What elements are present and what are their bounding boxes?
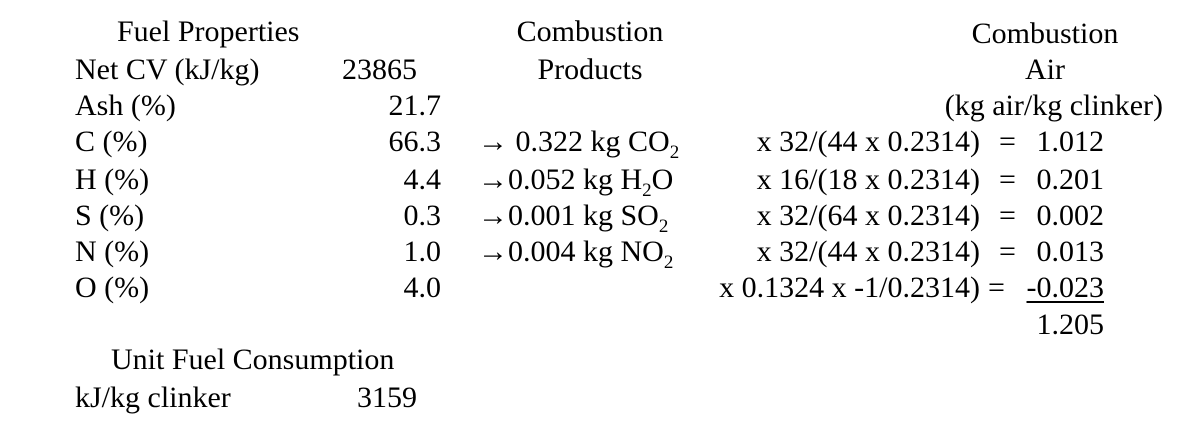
product-amount: 0.052 kg xyxy=(508,163,613,196)
product-subscript: 2 xyxy=(658,216,669,237)
air-eq-o: = xyxy=(988,271,1005,304)
air-result-o: -0.023 xyxy=(1026,271,1105,304)
sulfur-label: S (%) xyxy=(75,199,145,232)
products-heading-line2: Products xyxy=(537,53,643,86)
air-expr-c: x 32/(44 x 0.2314) xyxy=(756,125,980,158)
air-heading-line1: Combustion xyxy=(971,17,1119,50)
air-expr-h: x 16/(18 x 0.2314) xyxy=(756,163,980,196)
unit-fuel-heading: Unit Fuel Consumption xyxy=(111,343,395,376)
air-heading-line3: (kg air/kg clinker) xyxy=(944,89,1163,122)
product-formula: CO xyxy=(628,125,670,158)
product-row-h2o: →0.052 kg H2O xyxy=(478,163,674,201)
product-row-co2: → 0.322 kg CO2 xyxy=(478,125,679,163)
air-result-h: 0.201 xyxy=(1036,163,1105,196)
hydrogen-label: H (%) xyxy=(75,163,150,196)
net-cv-label: Net CV (kJ/kg) xyxy=(75,53,260,86)
arrow-icon: → xyxy=(478,163,508,196)
air-heading-line2: Air xyxy=(1025,53,1065,86)
product-subscript: 2 xyxy=(642,180,652,201)
nitrogen-label: N (%) xyxy=(75,235,150,268)
product-amount: 0.001 kg xyxy=(508,199,613,232)
products-heading-line1: Combustion xyxy=(516,15,664,48)
product-formula: SO xyxy=(620,199,659,232)
product-suffix: O xyxy=(651,163,674,196)
air-expr-s: x 32/(64 x 0.2314) xyxy=(756,199,980,232)
unit-fuel-value: 3159 xyxy=(357,381,417,414)
product-formula: NO xyxy=(620,235,664,268)
oxygen-label: O (%) xyxy=(75,271,150,304)
air-eq-n: = xyxy=(999,235,1016,268)
product-amount: 0.322 kg xyxy=(515,125,621,158)
product-row-no2: →0.004 kg NO2 xyxy=(478,235,673,273)
product-row-so2: →0.001 kg SO2 xyxy=(478,199,668,237)
arrow-icon: → xyxy=(478,235,508,268)
nitrogen-value: 1.0 xyxy=(403,235,442,268)
hydrogen-value: 4.4 xyxy=(403,163,442,196)
air-total: 1.205 xyxy=(1036,308,1105,341)
ash-label: Ash (%) xyxy=(75,89,176,122)
air-expr-n: x 32/(44 x 0.2314) xyxy=(756,235,980,268)
product-formula: H xyxy=(620,163,643,196)
air-result-c: 1.012 xyxy=(1036,125,1105,158)
product-subscript: 2 xyxy=(663,252,674,273)
air-result-s: 0.002 xyxy=(1036,199,1105,232)
arrow-icon: → xyxy=(478,199,508,232)
ash-value: 21.7 xyxy=(388,89,442,122)
fuel-properties-heading: Fuel Properties xyxy=(117,15,300,48)
sulfur-value: 0.3 xyxy=(403,199,442,232)
arrow-icon: → xyxy=(478,125,508,158)
carbon-label: C (%) xyxy=(75,125,148,158)
oxygen-value: 4.0 xyxy=(403,271,442,304)
air-eq-s: = xyxy=(999,199,1016,232)
carbon-value: 66.3 xyxy=(388,125,442,158)
net-cv-value: 23865 xyxy=(342,53,417,86)
air-expr-o: x 0.1324 x -1/0.2314) xyxy=(719,271,980,304)
unit-fuel-label: kJ/kg clinker xyxy=(75,381,231,414)
air-eq-h: = xyxy=(999,163,1016,196)
air-result-n: 0.013 xyxy=(1036,235,1105,268)
product-subscript: 2 xyxy=(669,142,680,163)
product-amount: 0.004 kg xyxy=(508,235,613,268)
air-eq-c: = xyxy=(999,125,1016,158)
